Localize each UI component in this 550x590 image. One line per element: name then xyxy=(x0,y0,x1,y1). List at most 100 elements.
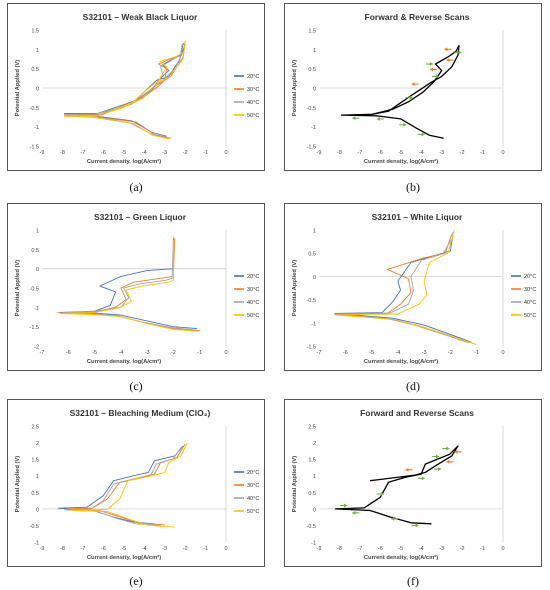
chart-b-reverse-arrow-0 xyxy=(411,82,419,87)
chart-b-xtick-7: -2 xyxy=(460,150,465,156)
chart-f-reverse-arrow-0 xyxy=(405,467,413,472)
chart-a-ytick-6: 1.5 xyxy=(31,29,39,35)
chart-c-series-3 xyxy=(59,237,199,332)
chart-d-xtick-5: -2 xyxy=(448,350,453,356)
chart-d-series-3 xyxy=(334,229,477,346)
chart-c-xtick-7: 0 xyxy=(224,350,227,356)
chart-d-ytick-0: -1.5 xyxy=(307,345,316,351)
chart-c-xtick-6: -1 xyxy=(197,350,202,356)
chart-a-legend-label-3: 50°C xyxy=(247,113,259,119)
chart-f-forward-arrow-4 xyxy=(411,523,419,528)
chart-f-title: Forward and Reverse Scans xyxy=(360,408,474,418)
chart-a-xtick-6: -3 xyxy=(162,150,167,156)
chart-b-forward-arrow-3 xyxy=(417,132,425,137)
chart-b-forward-arrow-1 xyxy=(376,116,384,121)
chart-f-reverse-arrow-2 xyxy=(454,449,462,454)
chart-a-ytick-3: 0 xyxy=(36,87,39,93)
chart-a-xtick-7: -2 xyxy=(183,150,188,156)
chart-b-forward-arrow-4-head xyxy=(409,95,413,100)
chart-c-ytick-0: -2 xyxy=(34,345,39,351)
chart-b-ytick-2: -0.5 xyxy=(307,106,316,112)
chart-b-ytick-1: -1 xyxy=(311,125,316,131)
chart-f-forward-arrow-1-head xyxy=(352,510,356,515)
chart-f-forward-arrow-5-head xyxy=(421,476,425,481)
chart-d-xtick-2: -5 xyxy=(369,350,374,356)
chart-e-ytick-2: 0 xyxy=(36,507,39,513)
chart-d-legend-label-2: 40°C xyxy=(524,300,536,306)
chart-c-ytick-1: -1.5 xyxy=(30,325,39,331)
chart-e-title: S32101 – Bleaching Medium (ClO₂) xyxy=(70,408,211,418)
chart-b-xtick-5: -4 xyxy=(419,150,424,156)
chart-e-ytick-4: 1 xyxy=(36,474,39,480)
chart-b-xtick-0: -9 xyxy=(317,150,322,156)
chart-f-reverse-arrow-2-head xyxy=(454,449,458,454)
chart-b-forward-arrow-7 xyxy=(454,50,462,55)
chart-a-xtick-0: -9 xyxy=(40,150,45,156)
chart-b-forward-arrow-6-head xyxy=(429,62,433,67)
chart-b-reverse-arrow-3-head xyxy=(444,47,448,52)
chart-d-series-1 xyxy=(334,234,475,345)
chart-f-ytick-7: 2.5 xyxy=(308,425,316,431)
chart-c-xtick-2: -5 xyxy=(92,350,97,356)
chart-b-ytick-3: 0 xyxy=(313,87,316,93)
chart-e-ytick-0: -1 xyxy=(34,541,39,547)
chart-e-ytick-7: 2.5 xyxy=(31,425,39,431)
chart-e-xlabel: Current density, log(A/cm²) xyxy=(87,554,161,561)
chart-b-xtick-3: -6 xyxy=(378,150,383,156)
chart-f-ytick-1: -0.5 xyxy=(307,524,316,530)
chart-a-xlabel: Current density, log(A/cm²) xyxy=(87,158,161,165)
chart-d-xtick-4: -3 xyxy=(422,350,427,356)
chart-c-xtick-1: -6 xyxy=(66,350,71,356)
chart-e-xtick-0: -9 xyxy=(40,546,45,552)
chart-a-legend-label-2: 40°C xyxy=(247,100,259,106)
chart-b-xtick-4: -5 xyxy=(398,150,403,156)
chart-f-forward-arrow-1 xyxy=(352,510,360,515)
chart-e-xtick-4: -5 xyxy=(121,546,126,552)
chart-b-xtick-6: -3 xyxy=(439,150,444,156)
chart-f-ytick-3: 0.5 xyxy=(308,491,316,497)
chart-b-ytick-5: 1 xyxy=(313,48,316,54)
chart-c-xtick-0: -7 xyxy=(40,350,45,356)
chart-panel-f: Forward and Reverse Scans -1 -0.5 0 0.5 1 1.5 2… xyxy=(284,399,542,567)
chart-svg-a: S32101 – Weak Black Liquor -1.5 -1 -0.5 0 0.5… xyxy=(15,12,259,165)
chart-d-legend-label-1: 30°C xyxy=(524,287,536,293)
chart-e-ylabel: Potential Applied (V) xyxy=(15,456,21,513)
chart-e-xtick-2: -7 xyxy=(80,546,85,552)
chart-c-title: S32101 – Green Liquor xyxy=(94,212,187,222)
chart-e-xtick-3: -6 xyxy=(101,546,106,552)
chart-b-xtick-9: 0 xyxy=(501,150,504,156)
chart-panel-d: S32101 – White Liquor -1.5 -1 -0.5 0 0.5 1 -7 -6… xyxy=(284,203,542,371)
chart-a-title: S32101 – Weak Black Liquor xyxy=(83,12,198,22)
chart-e-ytick-5: 1.5 xyxy=(31,458,39,464)
chart-b-forward-arrow-1-head xyxy=(376,116,380,121)
chart-d-ytick-5: 1 xyxy=(313,229,316,235)
caption-e: (e) xyxy=(129,574,143,588)
chart-e-legend-label-2: 40°C xyxy=(247,496,259,502)
chart-c-ytick-6: 1 xyxy=(36,229,39,235)
caption-b: (b) xyxy=(406,180,420,194)
chart-c-legend-label-0: 20°C xyxy=(247,274,259,280)
chart-a-ytick-1: -1 xyxy=(34,125,39,131)
chart-f-xtick-8: -1 xyxy=(480,546,485,552)
chart-f-series-0 xyxy=(334,445,459,525)
chart-svg-b: Forward & Reverse Scans -1.5 -1 -0.5 0 0.5 1 1.… xyxy=(292,12,505,165)
chart-f-xtick-5: -4 xyxy=(419,546,424,552)
chart-b-reverse-arrow-2 xyxy=(446,58,454,63)
chart-c-legend-label-2: 40°C xyxy=(247,300,259,306)
chart-b-forward-arrow-3-head xyxy=(421,132,425,137)
chart-b-series-0 xyxy=(340,44,460,139)
chart-svg-f: Forward and Reverse Scans -1 -0.5 0 0.5 1 1.5 2… xyxy=(292,408,505,561)
chart-f-forward-arrow-6 xyxy=(434,467,442,472)
chart-b-forward-arrow-2 xyxy=(399,122,407,127)
chart-e-legend-label-1: 30°C xyxy=(247,483,259,489)
chart-svg-c: S32101 – Green Liquor -2 -1.5 -1 -0.5 0 0.5 1 -7… xyxy=(15,212,259,365)
chart-e-series-3 xyxy=(72,443,188,528)
chart-a-xtick-4: -5 xyxy=(121,150,126,156)
chart-b-ytick-0: -1.5 xyxy=(307,145,316,151)
chart-c-ytick-4: 0 xyxy=(36,267,39,273)
chart-c-ytick-3: -0.5 xyxy=(30,287,39,293)
chart-b-forward-arrow-5-head xyxy=(436,74,440,79)
chart-panel-c: S32101 – Green Liquor -2 -1.5 -1 -0.5 0 0.5 1 -7… xyxy=(7,203,265,371)
chart-d-legend-label-3: 50°C xyxy=(524,313,536,319)
chart-a-series-2 xyxy=(64,44,183,138)
